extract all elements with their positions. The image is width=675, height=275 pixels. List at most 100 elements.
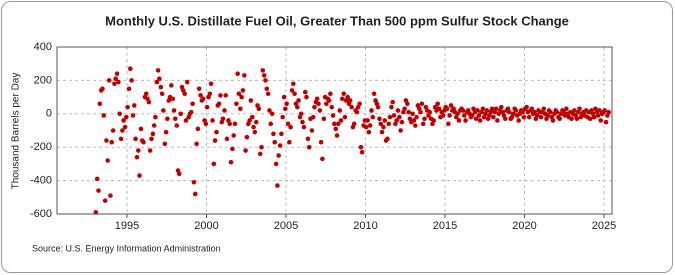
data-point bbox=[371, 91, 377, 97]
data-point bbox=[271, 131, 276, 137]
data-point bbox=[412, 123, 418, 128]
data-point bbox=[125, 104, 130, 110]
data-point bbox=[354, 109, 360, 115]
data-point bbox=[440, 113, 446, 118]
data-point bbox=[406, 109, 411, 115]
data-point bbox=[431, 118, 437, 123]
data-point bbox=[520, 109, 525, 115]
data-point bbox=[328, 91, 333, 97]
data-point bbox=[113, 76, 118, 82]
data-point bbox=[96, 188, 101, 193]
data-point bbox=[130, 113, 136, 118]
data-point bbox=[161, 108, 166, 113]
data-point bbox=[222, 108, 227, 113]
data-point bbox=[291, 81, 296, 87]
data-point bbox=[236, 91, 242, 97]
data-point bbox=[256, 106, 262, 112]
data-point bbox=[158, 84, 164, 90]
y-tick-label: -200 bbox=[30, 141, 52, 153]
data-point bbox=[342, 114, 348, 120]
data-point bbox=[120, 128, 125, 133]
data-point bbox=[526, 114, 532, 120]
data-point bbox=[143, 91, 149, 97]
data-point bbox=[420, 121, 426, 127]
data-point bbox=[257, 151, 263, 157]
data-point bbox=[569, 116, 574, 122]
data-point bbox=[203, 121, 209, 127]
data-point bbox=[513, 108, 519, 113]
data-point bbox=[455, 111, 460, 117]
data-point bbox=[154, 79, 160, 85]
data-point bbox=[402, 106, 407, 112]
data-point bbox=[524, 104, 529, 110]
data-point bbox=[367, 123, 373, 128]
data-point bbox=[456, 118, 462, 123]
data-point bbox=[265, 91, 271, 97]
data-point bbox=[194, 141, 199, 147]
data-point bbox=[548, 109, 553, 115]
data-point bbox=[477, 118, 483, 123]
data-point bbox=[232, 121, 238, 127]
data-point bbox=[338, 118, 344, 123]
data-point bbox=[301, 124, 307, 130]
data-point bbox=[316, 101, 321, 107]
data-point bbox=[184, 79, 190, 85]
data-point bbox=[239, 94, 244, 100]
data-point bbox=[320, 156, 325, 162]
data-point bbox=[448, 103, 454, 108]
data-point bbox=[332, 121, 337, 127]
data-point bbox=[302, 89, 308, 95]
data-point bbox=[602, 108, 607, 113]
data-point bbox=[398, 128, 403, 133]
data-point bbox=[109, 139, 115, 145]
data-point bbox=[304, 94, 309, 100]
data-point bbox=[339, 96, 345, 102]
data-point bbox=[347, 98, 353, 103]
data-point bbox=[336, 121, 341, 127]
data-point bbox=[224, 136, 230, 142]
data-point bbox=[419, 101, 425, 107]
data-point bbox=[545, 113, 551, 118]
data-point bbox=[366, 129, 372, 135]
data-point bbox=[196, 86, 202, 92]
data-point bbox=[188, 109, 194, 115]
data-point bbox=[192, 191, 198, 197]
data-point bbox=[208, 81, 214, 87]
data-point bbox=[351, 121, 357, 127]
data-point bbox=[277, 143, 283, 148]
data-point bbox=[128, 66, 133, 72]
data-point bbox=[334, 133, 340, 138]
data-point bbox=[418, 109, 423, 115]
data-point bbox=[276, 153, 281, 158]
data-point bbox=[260, 68, 266, 73]
data-point bbox=[389, 104, 394, 110]
data-point bbox=[238, 106, 243, 112]
data-point bbox=[345, 94, 350, 100]
data-point bbox=[480, 106, 486, 112]
data-point bbox=[108, 193, 113, 198]
data-point bbox=[220, 116, 226, 122]
data-point bbox=[131, 103, 137, 108]
data-point bbox=[410, 111, 415, 117]
data-point bbox=[469, 113, 475, 118]
data-point bbox=[169, 83, 174, 88]
data-point bbox=[489, 106, 495, 112]
data-point bbox=[390, 99, 396, 105]
data-point bbox=[305, 136, 311, 142]
x-tick-label: 2000 bbox=[194, 220, 218, 232]
data-point bbox=[101, 113, 107, 118]
x-tick-label: 2020 bbox=[512, 220, 536, 232]
data-point bbox=[263, 78, 268, 83]
data-point bbox=[577, 106, 582, 112]
data-point bbox=[506, 109, 512, 115]
data-point bbox=[133, 136, 138, 142]
y-axis-label: Thousand Barrels per Day bbox=[11, 73, 22, 190]
data-point bbox=[484, 108, 490, 113]
data-point bbox=[414, 114, 419, 120]
data-point bbox=[198, 93, 203, 98]
data-point bbox=[149, 136, 154, 142]
data-point bbox=[405, 101, 410, 107]
data-point bbox=[147, 148, 153, 153]
data-point bbox=[502, 116, 508, 122]
data-point bbox=[261, 73, 267, 78]
